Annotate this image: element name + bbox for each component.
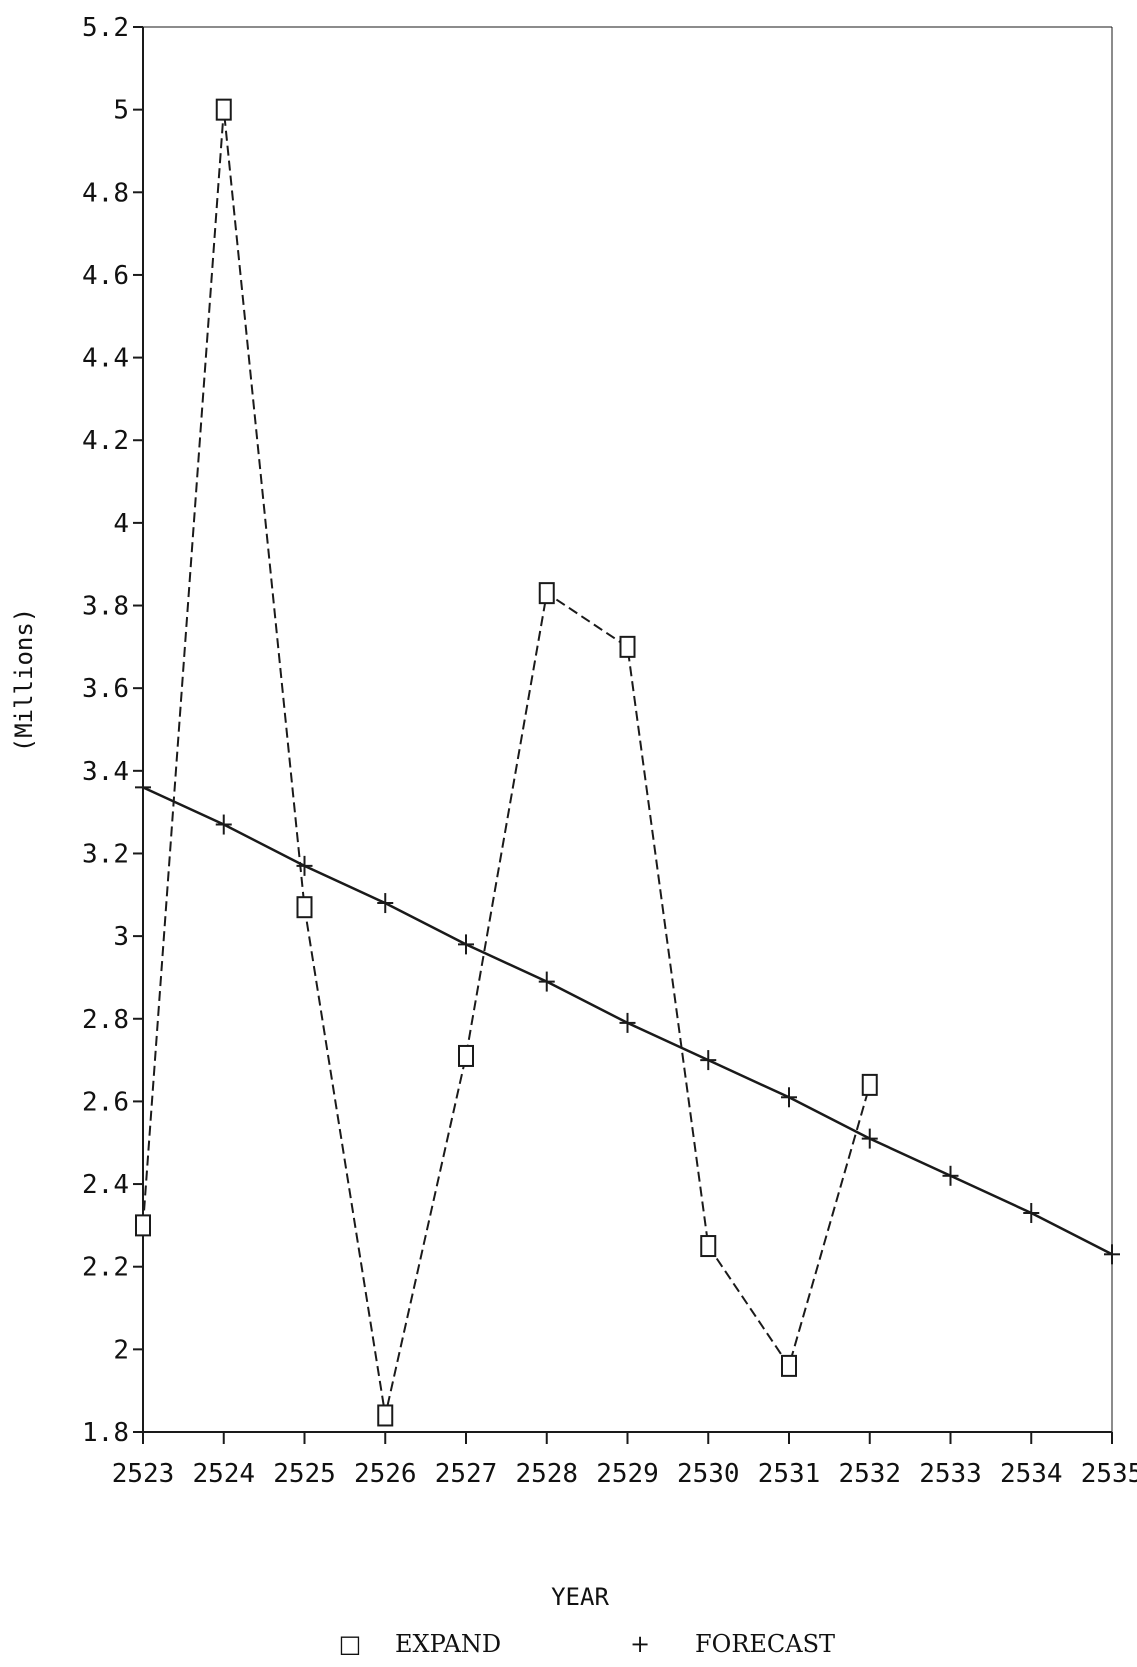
plot-frame [142,26,1113,1433]
y-tick-label: 2.2 [82,1253,129,1283]
data-point-expand [135,1214,151,1237]
x-tick-label: 2531 [758,1459,821,1489]
y-tick-label: 2.8 [82,1005,129,1035]
data-point-expand [781,1354,797,1377]
data-point-expand [619,635,636,658]
series-line-expand [142,109,871,1416]
x-tick-label: 2535 [1081,1459,1137,1489]
legend-symbol-forecast: + [630,1630,650,1658]
data-point-forecast [538,971,555,992]
data-point-expand [861,1073,878,1096]
y-tick-label: 4.2 [82,426,129,456]
y-tick-label: 3.2 [82,839,129,869]
x-tick-label: 2525 [273,1459,336,1489]
x-tick-label: 2530 [677,1459,740,1489]
y-tick-label: 3.8 [82,592,129,622]
data-point-forecast [861,1128,878,1149]
x-tick-label: 2523 [112,1459,175,1489]
y-tick-label: 3.6 [82,674,129,704]
y-tick-label: 5.2 [82,13,129,43]
data-point-expand [296,896,313,919]
data-point-expand [538,582,555,605]
legend-label-expand: EXPAND [395,1630,501,1658]
data-point-forecast [942,1165,959,1186]
x-axis-title: YEAR [551,1583,609,1611]
data-point-expand [377,1404,394,1427]
x-tick-label: 2529 [596,1459,659,1489]
data-point-expand [700,1235,717,1258]
data-point-expand [215,98,232,121]
data-point-forecast [1023,1202,1040,1223]
legend-symbol-expand: □ [339,1630,362,1658]
x-tick-label: 2533 [919,1459,982,1489]
legend: □ EXPAND + FORECAST [339,1630,835,1658]
y-tick-label: 2 [113,1335,129,1365]
data-point-forecast [377,893,394,914]
x-tick-label: 2534 [1000,1459,1063,1489]
data-point-forecast [135,777,151,798]
y-tick-label: 2.6 [82,1087,129,1117]
legend-label-forecast: FORECAST [695,1630,835,1658]
x-tick-label: 2527 [435,1459,498,1489]
y-tick-label: 1.8 [82,1418,129,1448]
y-tick-label: 4.4 [82,344,129,374]
x-tick-label: 2528 [515,1459,578,1489]
series-layer [135,98,1120,1427]
y-tick-label: 4 [113,509,129,539]
data-point-forecast [458,934,474,955]
data-point-forecast [215,814,232,835]
data-point-forecast [1104,1244,1120,1265]
y-axis-title: (Millions) [10,608,38,753]
data-point-forecast [619,1012,636,1033]
data-point-forecast [700,1050,717,1071]
x-tick-label: 2524 [192,1459,255,1489]
data-point-forecast [781,1087,797,1108]
y-tick-label: 4.6 [82,261,129,291]
y-tick-label: 3 [113,922,129,952]
data-point-forecast [296,855,313,876]
y-tick-label: 5 [113,96,129,126]
y-tick-label: 2.4 [82,1170,129,1200]
y-tick-label: 3.4 [82,757,129,787]
y-axis: 1.8 2 2.2 2.4 2.6 2.8 3 3.2 3.4 3.6 3.8 4 4.2 4.4 4.6 4… [82,13,143,1448]
x-tick-label: 2526 [354,1459,417,1489]
x-tick-label: 2532 [838,1459,901,1489]
y-tick-label: 4.8 [82,178,129,208]
data-point-expand [458,1044,474,1067]
x-axis: 2523 2524 2525 2526 2527 2528 2529 2530 2531 2532… [112,1432,1137,1489]
